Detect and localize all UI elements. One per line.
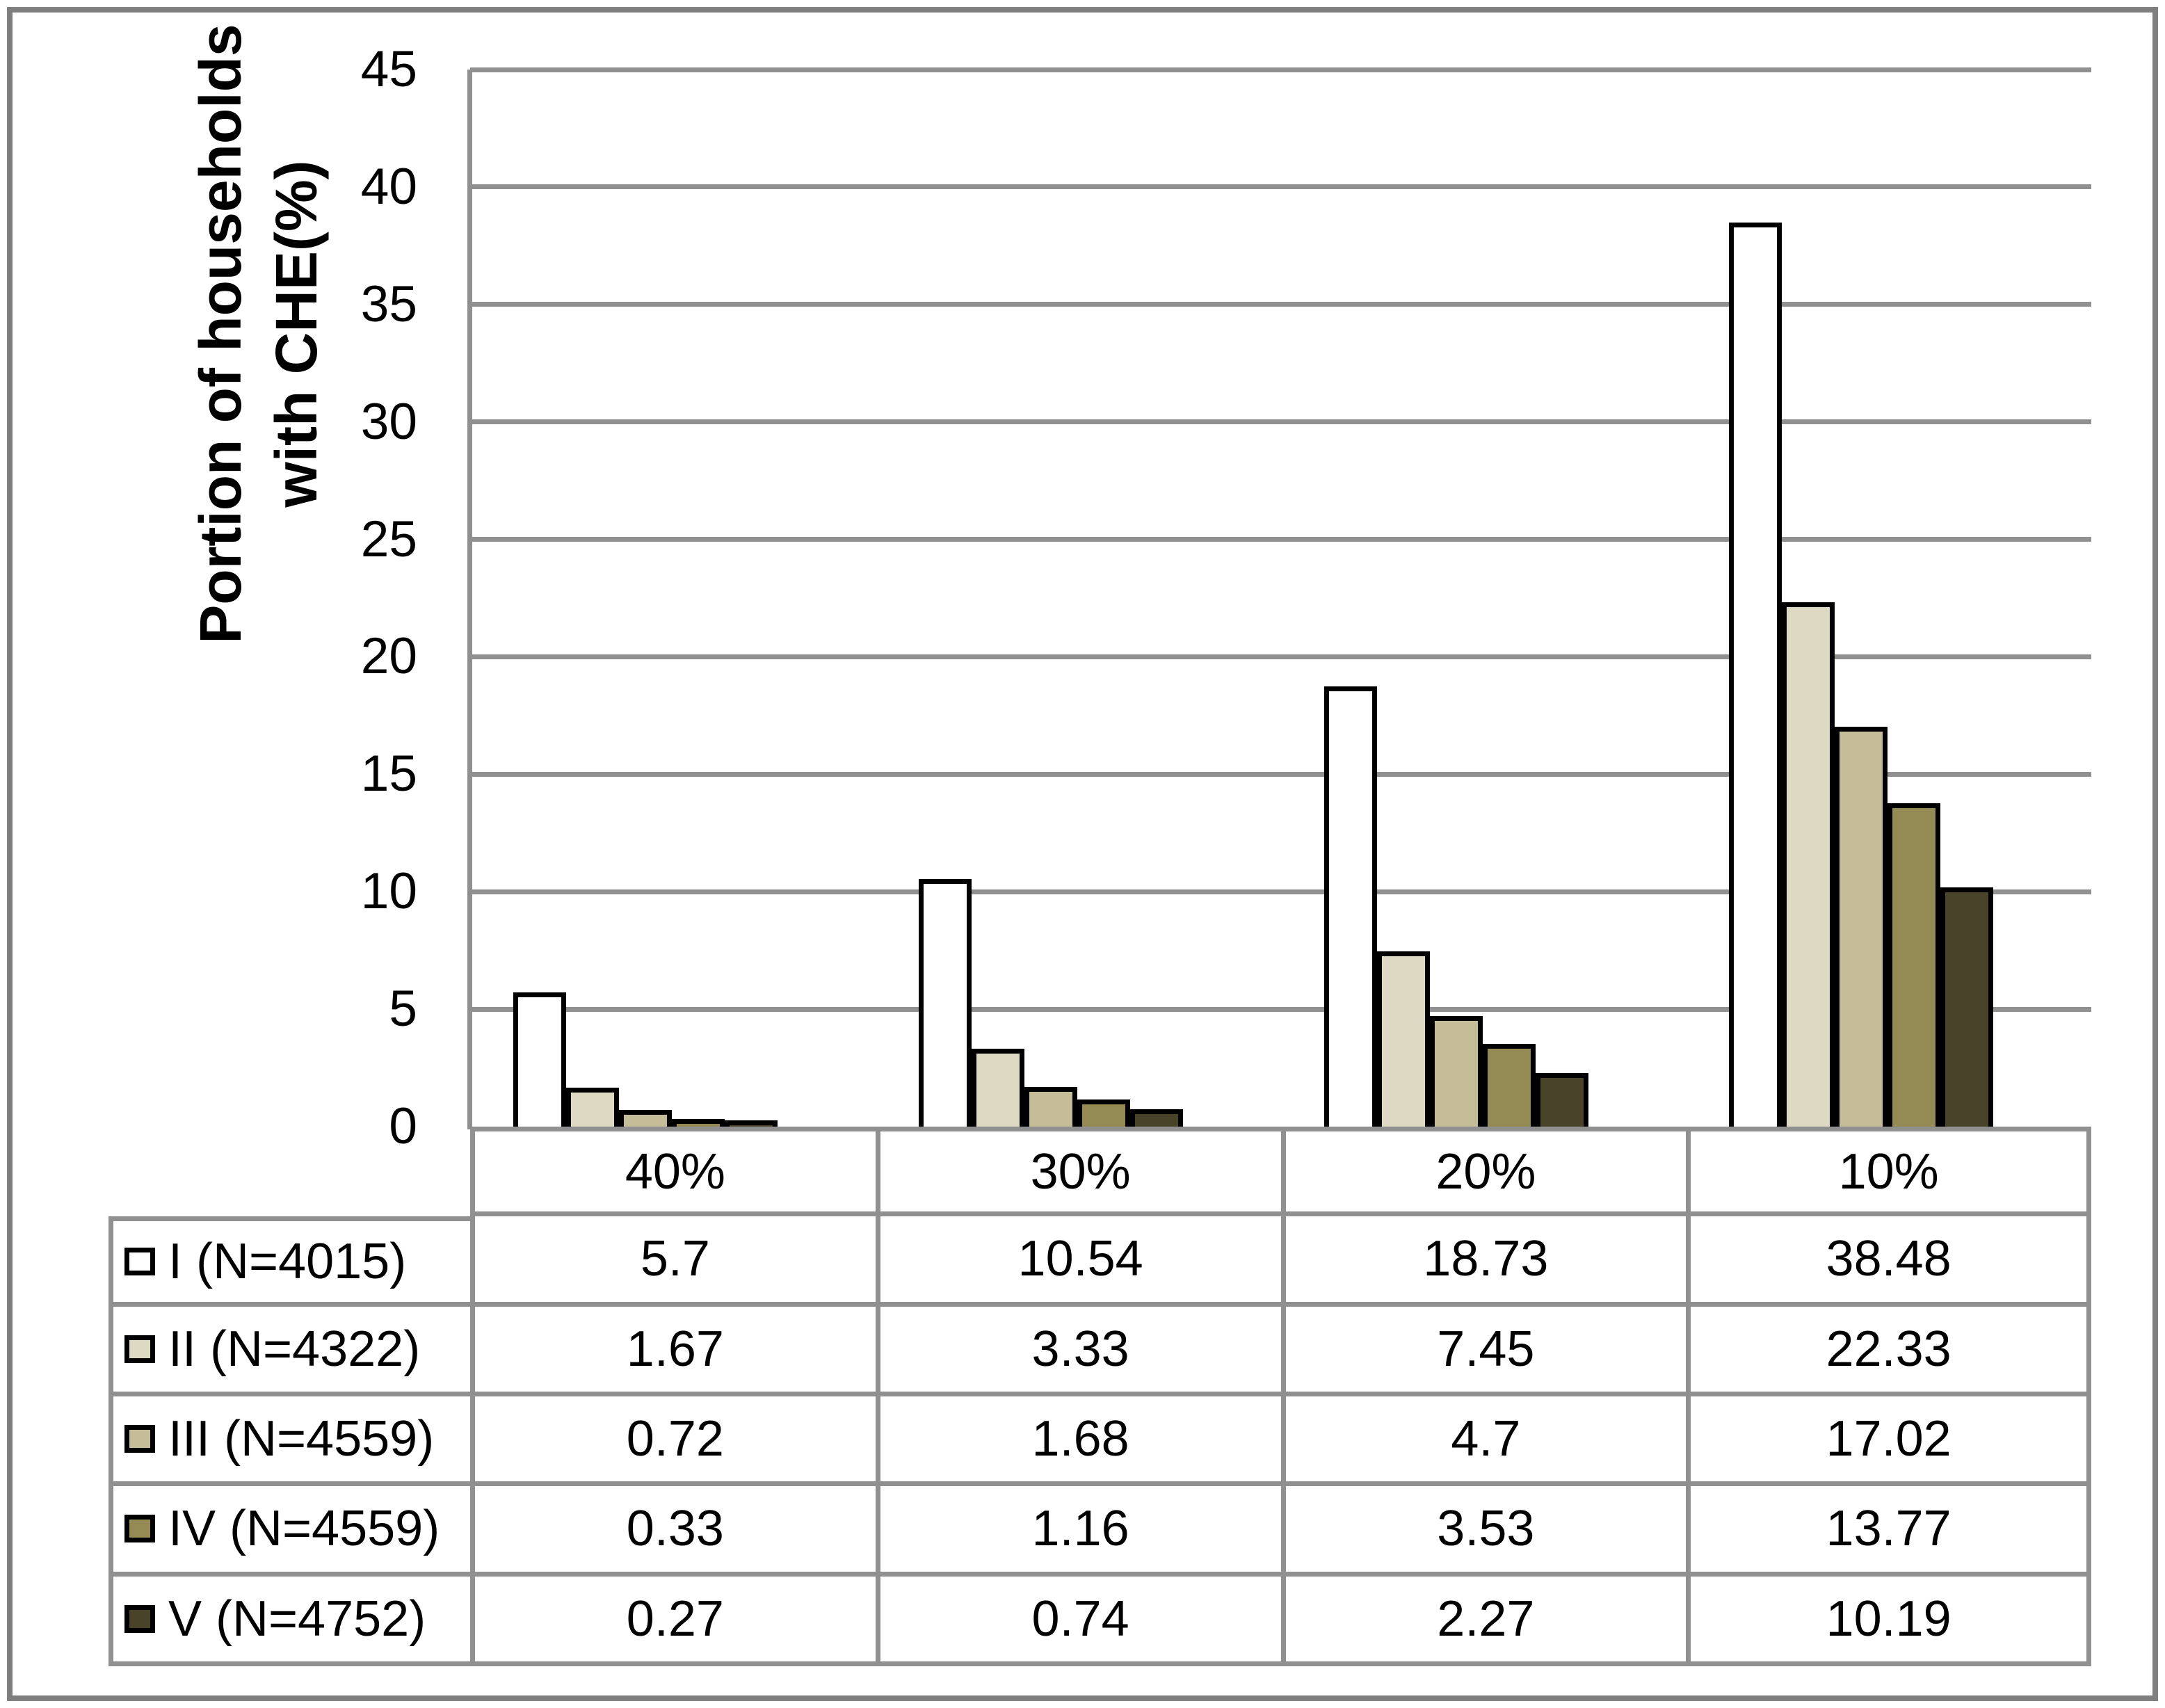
gridline-45: [470, 67, 2091, 72]
value-cell-series-2-cat-10%: 22.33: [1686, 1306, 2091, 1396]
value-cell-series-2-cat-30%: 3.33: [875, 1306, 1281, 1396]
value-cell-series-5-cat-10%: 10.19: [1686, 1576, 2091, 1666]
bar-series-4-cat-40%: [672, 1119, 725, 1127]
legend-swatch-series-1: [124, 1247, 155, 1275]
bar-series-2-cat-30%: [972, 1049, 1024, 1127]
table-header-cell-10%: 10%: [1686, 1127, 2091, 1217]
value-cell-series-5-cat-30%: 0.74: [875, 1576, 1281, 1666]
bar-series-5-cat-10%: [1940, 887, 1993, 1127]
y-tick-label-35: 35: [360, 276, 417, 332]
y-tick-label-0: 0: [389, 1098, 417, 1154]
bar-series-2-cat-20%: [1377, 951, 1430, 1127]
y-tick-label-45: 45: [360, 41, 417, 97]
value-cell-series-4-cat-20%: 3.53: [1280, 1486, 1687, 1577]
bar-series-1-cat-30%: [919, 879, 972, 1127]
gridline-35: [470, 302, 2091, 307]
value-cell-series-5-cat-20%: 2.27: [1280, 1576, 1687, 1666]
gridline-25: [470, 537, 2091, 542]
y-tick-label-15: 15: [360, 746, 417, 802]
bar-series-4-cat-30%: [1077, 1099, 1130, 1127]
value-cell-series-3-cat-20%: 4.7: [1280, 1396, 1687, 1487]
value-cell-series-3-cat-40%: 0.72: [470, 1396, 876, 1487]
value-cell-series-3-cat-30%: 1.68: [875, 1396, 1281, 1487]
legend-cell-series-5: V (N=4752): [108, 1576, 470, 1666]
legend-cell-series-4: IV (N=4559): [108, 1486, 470, 1577]
bar-series-3-cat-10%: [1835, 727, 1888, 1127]
data-table: 40% 30% 20% 10% I (N=4015) 5.7 10.54 18.73 38.48…: [108, 1127, 2091, 1666]
legend-swatch-series-3: [124, 1425, 155, 1453]
value-cell-series-4-cat-40%: 0.33: [470, 1486, 876, 1577]
y-tick-label-40: 40: [360, 159, 417, 215]
y-tick-label-10: 10: [360, 863, 417, 919]
legend-cell-series-2: II (N=4322): [108, 1306, 470, 1396]
value-cell-series-2-cat-40%: 1.67: [470, 1306, 876, 1396]
value-cell-series-5-cat-40%: 0.27: [470, 1576, 876, 1666]
table-header-cell-20%: 20%: [1280, 1127, 1687, 1217]
bar-series-4-cat-10%: [1888, 803, 1940, 1127]
y-axis-line: [467, 70, 472, 1129]
value-cell-series-1-cat-40%: 5.7: [470, 1216, 876, 1307]
legend-swatch-series-2: [124, 1335, 155, 1363]
bar-series-2-cat-10%: [1782, 602, 1835, 1127]
legend-label-series-3: III (N=4559): [168, 1411, 435, 1467]
table-header-cell-30%: 30%: [875, 1127, 1281, 1217]
legend-cell-series-3: III (N=4559): [108, 1396, 470, 1487]
legend-swatch-series-5: [124, 1604, 155, 1633]
table-header-cell-40%: 40%: [470, 1127, 876, 1217]
bar-series-3-cat-30%: [1024, 1087, 1077, 1127]
bar-series-4-cat-20%: [1483, 1044, 1536, 1127]
value-cell-series-1-cat-20%: 18.73: [1280, 1216, 1687, 1307]
gridline-30: [470, 419, 2091, 424]
legend-label-series-2: II (N=4322): [168, 1321, 421, 1377]
y-tick-label-30: 30: [360, 394, 417, 450]
gridline-40: [470, 184, 2091, 189]
legend-label-series-5: V (N=4752): [168, 1590, 426, 1647]
bar-series-3-cat-20%: [1430, 1016, 1483, 1127]
legend-label-series-4: IV (N=4559): [168, 1501, 440, 1557]
gridline-15: [470, 772, 2091, 777]
value-cell-series-1-cat-10%: 38.48: [1686, 1216, 2091, 1307]
bar-series-2-cat-40%: [566, 1088, 619, 1127]
bar-series-1-cat-20%: [1324, 686, 1377, 1127]
legend-label-series-1: I (N=4015): [168, 1233, 407, 1289]
value-cell-series-1-cat-30%: 10.54: [875, 1216, 1281, 1307]
bar-series-1-cat-40%: [513, 992, 566, 1127]
value-cell-series-4-cat-10%: 13.77: [1686, 1486, 2091, 1577]
bar-series-5-cat-20%: [1536, 1073, 1588, 1127]
table-header-spacer: [108, 1127, 470, 1216]
bar-series-5-cat-40%: [725, 1120, 778, 1127]
y-tick-label-25: 25: [360, 511, 417, 567]
gridline-5: [470, 1007, 2091, 1012]
value-cell-series-4-cat-30%: 1.16: [875, 1486, 1281, 1577]
y-tick-label-20: 20: [360, 628, 417, 684]
bar-series-1-cat-10%: [1729, 223, 1782, 1127]
legend-swatch-series-4: [124, 1515, 155, 1543]
value-cell-series-2-cat-20%: 7.45: [1280, 1306, 1687, 1396]
value-cell-series-3-cat-10%: 17.02: [1686, 1396, 2091, 1487]
bar-series-5-cat-30%: [1130, 1109, 1183, 1127]
bar-series-3-cat-40%: [619, 1110, 672, 1127]
gridline-20: [470, 654, 2091, 659]
y-tick-label-5: 5: [389, 981, 417, 1037]
legend-cell-series-1: I (N=4015): [108, 1216, 470, 1307]
gridline-10: [470, 889, 2091, 894]
